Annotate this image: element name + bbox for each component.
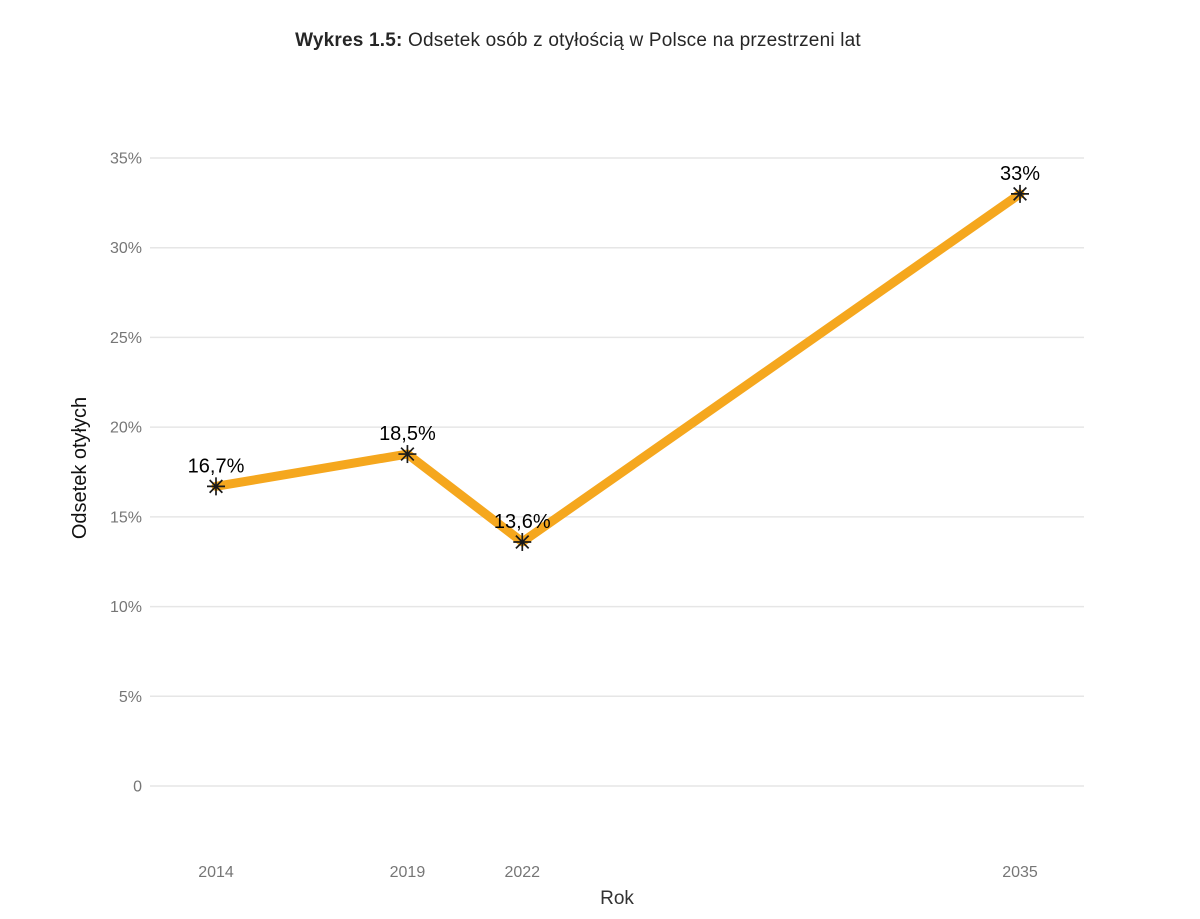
x-tick-label: 2035 (1002, 864, 1038, 881)
y-tick-label: 20% (110, 420, 142, 437)
marker-spoke (400, 447, 415, 462)
x-tick-label: 2022 (504, 864, 540, 881)
data-point-label: 18,5% (379, 423, 436, 445)
y-tick-label: 0 (133, 779, 142, 796)
marker-spoke (1013, 186, 1027, 201)
y-tick-label: 25% (110, 330, 142, 347)
data-point-marker (1011, 184, 1029, 203)
data-line (211, 189, 1025, 547)
marker-spoke (209, 479, 223, 494)
data-point-label: 16,7% (188, 455, 245, 477)
y-tick-label: 5% (119, 689, 142, 706)
marker-spoke (515, 535, 530, 549)
y-tick-label: 15% (110, 509, 142, 526)
x-tick-label: 2014 (198, 864, 234, 881)
x-tick-label: 2019 (390, 864, 426, 881)
chart-title: Wykres 1.5: Odsetek osób z otyłością w P… (0, 30, 1156, 52)
data-point-label: 33% (1000, 163, 1040, 185)
y-tick-label: 35% (110, 151, 142, 168)
y-tick-label: 30% (110, 240, 142, 257)
y-tick-label: 10% (110, 599, 142, 616)
data-point-label: 13,6% (494, 511, 551, 533)
data-point-marker (513, 532, 532, 551)
chart-title-prefix: Wykres 1.5: (295, 30, 403, 51)
data-point-marker (207, 477, 225, 496)
y-axis-title: Odsetek otyłych (69, 397, 91, 539)
data-point-marker (398, 445, 417, 464)
x-axis-title: Rok (600, 888, 634, 909)
chart-title-rest: Odsetek osób z otyłością w Polsce na prz… (402, 30, 861, 51)
